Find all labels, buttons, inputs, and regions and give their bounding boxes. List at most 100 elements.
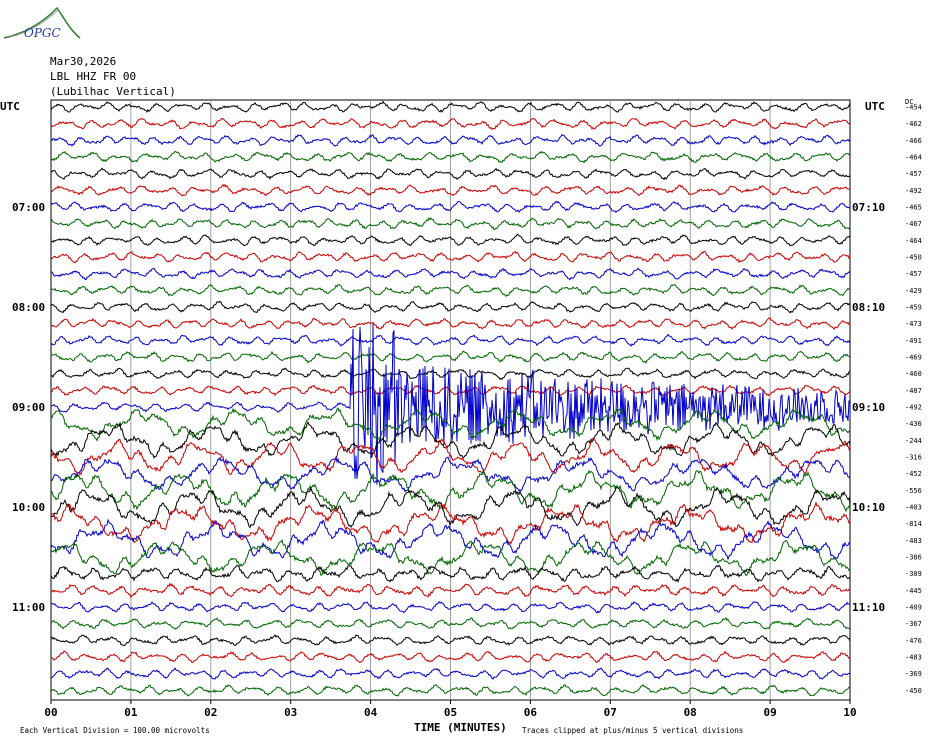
scale-note: Each Vertical Division = 100.00 microvol… (20, 726, 210, 735)
dc-offset-label: -465 (905, 204, 922, 212)
dc-offset-label: -460 (905, 370, 922, 378)
dc-offset-label: -483 (905, 537, 922, 545)
dc-offset-label: -450 (905, 687, 922, 695)
seismic-trace (50, 300, 851, 314)
left-utc-label: UTC (0, 100, 20, 113)
left-time-label: 09:00 (12, 401, 45, 414)
dc-label: DC (905, 98, 914, 106)
x-tick-label: 01 (124, 706, 138, 719)
dc-offset-label: -445 (905, 587, 922, 595)
left-time-label: 11:00 (12, 601, 45, 614)
seismic-trace (50, 323, 851, 485)
seismic-trace (50, 350, 850, 364)
seismic-trace (50, 538, 851, 577)
x-axis-title: TIME (MINUTES) (414, 721, 507, 734)
seismic-trace (50, 317, 851, 331)
dc-offset-label: -476 (905, 637, 922, 645)
x-tick-label: 05 (444, 706, 457, 719)
seismic-trace (50, 518, 851, 561)
seismic-trace (50, 233, 851, 247)
right-utc-label: UTC (865, 100, 885, 113)
seismic-trace (50, 600, 851, 614)
dc-offset-label: -429 (905, 287, 922, 295)
seismic-trace (50, 117, 851, 131)
dc-offset-label: -462 (905, 120, 922, 128)
dc-offset-label: -403 (905, 504, 922, 512)
dc-offset-label: -386 (905, 554, 922, 562)
clip-note: Traces clipped at plus/minus 5 vertical … (522, 726, 744, 735)
dc-offset-label: -814 (905, 520, 922, 528)
logo-swoosh-icon (3, 6, 81, 39)
seismic-trace (50, 683, 851, 697)
dc-offset-label: -487 (905, 387, 922, 395)
seismic-trace (50, 216, 851, 231)
dc-offset-label: -367 (905, 620, 922, 628)
seismic-trace (50, 667, 851, 680)
seismic-trace (50, 100, 851, 113)
seismic-trace (50, 582, 851, 599)
left-time-label: 08:00 (12, 301, 45, 314)
date-label: Mar30,2026 (50, 55, 117, 68)
dc-offset-label: -459 (905, 304, 922, 312)
seismic-trace (50, 167, 851, 181)
dc-offset-label: -483 (905, 654, 922, 662)
x-tick-label: 00 (44, 706, 57, 719)
seismic-trace (50, 420, 851, 460)
dc-offset-label: -464 (905, 154, 922, 162)
dc-offset-label: -556 (905, 487, 922, 495)
dc-offset-label: -464 (905, 237, 922, 245)
dc-offset-label: -457 (905, 170, 922, 178)
dc-offset-label: -492 (905, 404, 922, 412)
seismic-trace (50, 367, 851, 381)
seismic-trace (50, 650, 851, 664)
dc-offset-label: -469 (905, 354, 922, 362)
dc-offset-label: -454 (905, 104, 922, 112)
x-tick-label: 09 (763, 706, 776, 719)
station-label: LBL HHZ FR 00 (50, 70, 137, 83)
dc-offset-label: -467 (905, 220, 922, 228)
seismic-trace (50, 634, 851, 647)
x-tick-label: 08 (684, 706, 697, 719)
left-time-label: 07:00 (12, 201, 45, 214)
dc-offset-label: -466 (905, 137, 922, 145)
seismic-trace (50, 333, 851, 347)
logo-text: OPGC (24, 26, 61, 40)
x-tick-label: 04 (364, 706, 378, 719)
seismic-trace (50, 150, 851, 164)
dc-offset-label: -244 (905, 437, 922, 445)
right-time-label: 08:10 (852, 301, 885, 314)
dc-offset-label: -316 (905, 454, 922, 462)
dc-offset-label: -457 (905, 270, 922, 278)
seismic-trace (50, 486, 851, 529)
dc-offset-label: -450 (905, 254, 922, 262)
dc-offset-label: -492 (905, 187, 922, 195)
seismic-trace (50, 134, 851, 147)
seismic-trace (51, 284, 851, 297)
dc-offset-label: -491 (905, 337, 922, 345)
seismic-trace (50, 407, 851, 442)
dc-offset-label: -452 (905, 470, 922, 478)
right-time-label: 09:10 (852, 401, 885, 414)
x-tick-label: 07 (604, 706, 617, 719)
seismic-trace (50, 384, 851, 397)
seismic-trace (50, 437, 851, 477)
seismic-trace (50, 455, 851, 493)
seismic-trace (50, 250, 851, 264)
seismic-trace (50, 617, 851, 630)
right-time-label: 11:10 (852, 601, 885, 614)
seismic-trace (50, 564, 851, 583)
location-label: (Lubilhac Vertical) (50, 85, 176, 98)
x-tick-label: 03 (284, 706, 297, 719)
x-tick-label: 10 (843, 706, 856, 719)
dc-offset-label: -473 (905, 320, 922, 328)
dc-offset-label: -409 (905, 604, 922, 612)
seismic-trace (50, 501, 851, 545)
seismic-trace (50, 183, 851, 197)
right-time-label: 10:10 (852, 501, 885, 514)
logo: OPGC (2, 4, 82, 44)
x-tick-label: 06 (524, 706, 538, 719)
seismic-trace (50, 267, 851, 281)
right-time-label: 07:10 (852, 201, 885, 214)
x-tick-label: 02 (204, 706, 217, 719)
dc-offset-label: -369 (905, 670, 922, 678)
